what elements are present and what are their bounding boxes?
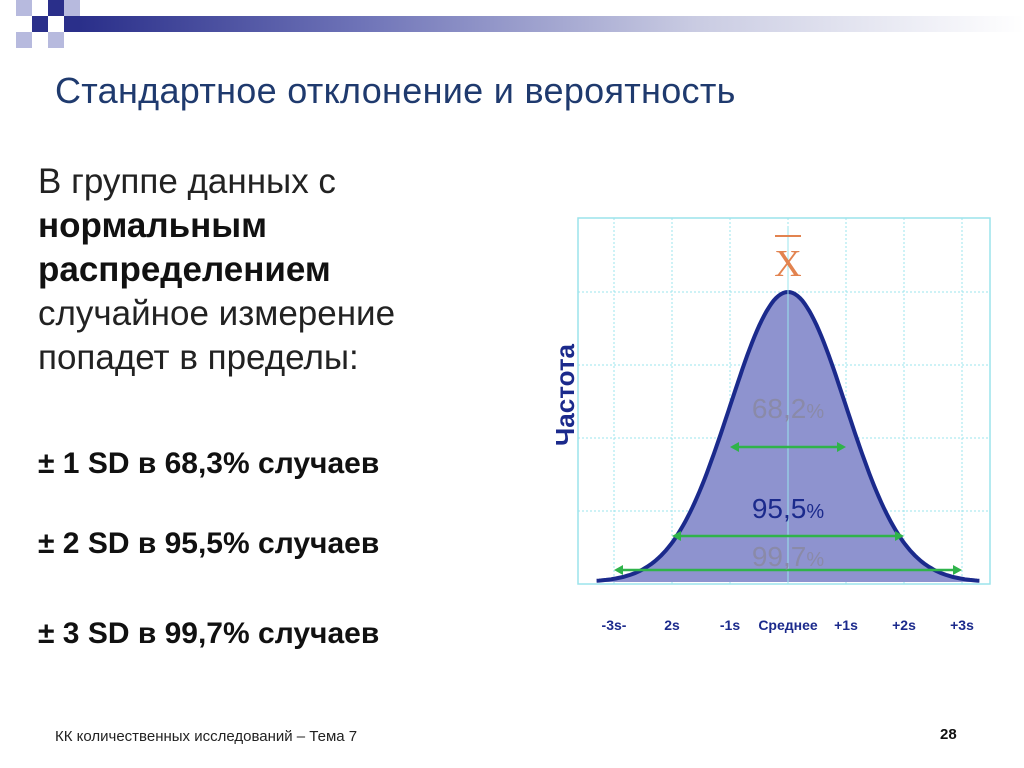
interval-label-3: 99,7% bbox=[752, 541, 825, 572]
sd-item-3: ± 3 SD в 99,7% случаев bbox=[38, 617, 380, 650]
decor-square bbox=[64, 16, 80, 32]
interval-label-1: 68,2% bbox=[752, 393, 825, 424]
interval-arrow-head-right-1 bbox=[837, 442, 846, 452]
interval-arrow-head-left-3 bbox=[614, 565, 623, 575]
sd-item-1: ± 1 SD в 68,3% случаев bbox=[38, 447, 380, 480]
decor-square bbox=[32, 16, 48, 32]
normal-distribution-chart: X 68,2% 95,5% 99,7% -3s- 2s -1s Среднее +1s +2s +3… bbox=[550, 217, 991, 633]
x-tick-label: -3s- bbox=[602, 617, 627, 633]
decor-square bbox=[48, 32, 64, 48]
header-gradient-bar bbox=[80, 16, 1024, 32]
intro-post: случайное измерение попадет в пределы: bbox=[38, 294, 396, 377]
x-tick-label: +1s bbox=[834, 617, 858, 633]
slide-header-band bbox=[0, 0, 1024, 48]
plot-frame bbox=[577, 217, 991, 585]
x-tick-label: Среднее bbox=[758, 617, 818, 633]
decor-square bbox=[16, 0, 32, 16]
decor-square bbox=[16, 32, 32, 48]
intro-text: В группе данных с нормальным распределен… bbox=[38, 160, 518, 380]
decor-square bbox=[48, 0, 64, 16]
x-tick-label: +3s bbox=[950, 617, 974, 633]
interval-label-2: 95,5% bbox=[752, 493, 825, 524]
interval-arrow-head-right-3 bbox=[953, 565, 962, 575]
footer-text: КК количественных исследований – Тема 7 bbox=[55, 728, 358, 745]
x-tick-label: +2s bbox=[892, 617, 916, 633]
decor-square bbox=[64, 0, 80, 16]
y-axis-label: Частота bbox=[550, 343, 580, 446]
intro-pre: В группе данных с bbox=[38, 162, 336, 201]
intro-bold: нормальным распределением bbox=[38, 206, 331, 289]
sd-item-2: ± 2 SD в 95,5% случаев bbox=[38, 527, 380, 560]
interval-arrow-head-right-2 bbox=[895, 531, 904, 541]
x-tick-label: -1s bbox=[720, 617, 740, 633]
interval-arrow-head-left-1 bbox=[730, 442, 739, 452]
interval-arrow-head-left-2 bbox=[672, 531, 681, 541]
mean-symbol-label: X bbox=[774, 243, 801, 285]
page-number: 28 bbox=[940, 726, 957, 743]
slide-title: Стандартное отклонение и вероятность bbox=[55, 70, 736, 111]
x-tick-label: 2s bbox=[664, 617, 680, 633]
